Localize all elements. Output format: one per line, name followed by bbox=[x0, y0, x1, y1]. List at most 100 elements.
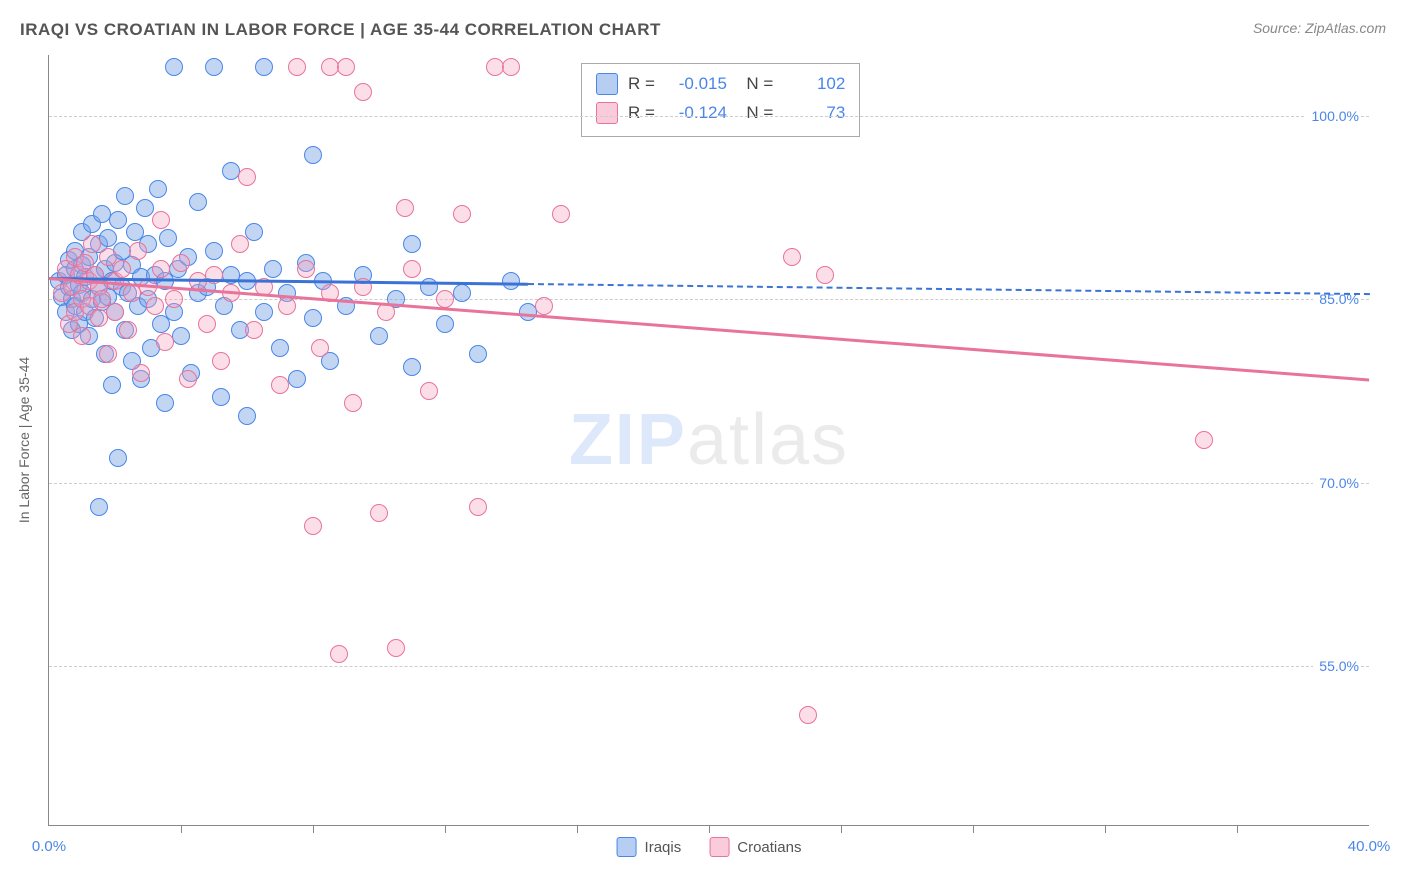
gridline bbox=[49, 299, 1369, 300]
data-point bbox=[271, 339, 289, 357]
data-point bbox=[519, 303, 537, 321]
legend-item: Iraqis bbox=[617, 837, 682, 857]
data-point bbox=[172, 254, 190, 272]
data-point bbox=[231, 235, 249, 253]
data-point bbox=[83, 235, 101, 253]
data-point bbox=[799, 706, 817, 724]
gridline bbox=[49, 483, 1369, 484]
chart-title: IRAQI VS CROATIAN IN LABOR FORCE | AGE 3… bbox=[20, 20, 661, 39]
x-tick bbox=[1237, 825, 1238, 833]
r-value: -0.015 bbox=[665, 70, 727, 99]
x-tick bbox=[1105, 825, 1106, 833]
data-point bbox=[212, 388, 230, 406]
data-point bbox=[222, 162, 240, 180]
data-point bbox=[212, 352, 230, 370]
stats-row: R =-0.124 N =73 bbox=[596, 99, 845, 128]
data-point bbox=[73, 327, 91, 345]
data-point bbox=[109, 449, 127, 467]
data-point bbox=[179, 370, 197, 388]
n-label: N = bbox=[737, 70, 773, 99]
data-point bbox=[552, 205, 570, 223]
data-point bbox=[90, 498, 108, 516]
data-point bbox=[304, 517, 322, 535]
gridline bbox=[49, 666, 1369, 667]
data-point bbox=[304, 309, 322, 327]
data-point bbox=[469, 345, 487, 363]
data-point bbox=[502, 58, 520, 76]
data-point bbox=[109, 211, 127, 229]
y-tick-label: 55.0% bbox=[1313, 658, 1359, 674]
data-point bbox=[453, 205, 471, 223]
data-point bbox=[278, 297, 296, 315]
data-point bbox=[132, 364, 150, 382]
data-point bbox=[344, 394, 362, 412]
legend-label: Iraqis bbox=[645, 839, 682, 856]
data-point bbox=[152, 211, 170, 229]
data-point bbox=[93, 205, 111, 223]
data-point bbox=[321, 58, 339, 76]
data-point bbox=[119, 321, 137, 339]
data-point bbox=[436, 315, 454, 333]
data-point bbox=[189, 193, 207, 211]
data-point bbox=[245, 321, 263, 339]
data-point bbox=[486, 58, 504, 76]
scatter-plot: ZIPatlas R =-0.015 N =102R =-0.124 N =73… bbox=[48, 55, 1369, 826]
data-point bbox=[420, 382, 438, 400]
data-point bbox=[156, 394, 174, 412]
legend-swatch bbox=[617, 837, 637, 857]
data-point bbox=[370, 327, 388, 345]
data-point bbox=[198, 315, 216, 333]
legend: IraqisCroatians bbox=[617, 837, 802, 857]
correlation-stats-box: R =-0.015 N =102R =-0.124 N =73 bbox=[581, 63, 860, 137]
data-point bbox=[205, 242, 223, 260]
y-axis-title: In Labor Force | Age 35-44 bbox=[16, 357, 32, 523]
data-point bbox=[129, 242, 147, 260]
legend-swatch bbox=[709, 837, 729, 857]
data-point bbox=[165, 58, 183, 76]
stats-row: R =-0.015 N =102 bbox=[596, 70, 845, 99]
data-point bbox=[238, 407, 256, 425]
data-point bbox=[396, 199, 414, 217]
source-label: Source: ZipAtlas.com bbox=[1253, 20, 1386, 36]
trend-line bbox=[527, 283, 1369, 295]
data-point bbox=[255, 58, 273, 76]
data-point bbox=[116, 187, 134, 205]
data-point bbox=[264, 260, 282, 278]
data-point bbox=[288, 370, 306, 388]
x-tick-label: 40.0% bbox=[1348, 838, 1391, 855]
data-point bbox=[255, 303, 273, 321]
data-point bbox=[146, 297, 164, 315]
data-point bbox=[403, 260, 421, 278]
x-tick bbox=[577, 825, 578, 833]
x-tick bbox=[973, 825, 974, 833]
data-point bbox=[103, 376, 121, 394]
data-point bbox=[311, 339, 329, 357]
x-tick bbox=[181, 825, 182, 833]
data-point bbox=[238, 168, 256, 186]
data-point bbox=[156, 333, 174, 351]
data-point bbox=[136, 199, 154, 217]
n-label: N = bbox=[737, 99, 773, 128]
data-point bbox=[165, 290, 183, 308]
x-tick bbox=[445, 825, 446, 833]
data-point bbox=[304, 146, 322, 164]
data-point bbox=[783, 248, 801, 266]
series-swatch bbox=[596, 102, 618, 124]
r-value: -0.124 bbox=[665, 99, 727, 128]
data-point bbox=[172, 327, 190, 345]
data-point bbox=[502, 272, 520, 290]
data-point bbox=[149, 180, 167, 198]
data-point bbox=[297, 260, 315, 278]
x-tick-label: 0.0% bbox=[32, 838, 66, 855]
data-point bbox=[370, 504, 388, 522]
y-tick-label: 70.0% bbox=[1313, 475, 1359, 491]
data-point bbox=[152, 260, 170, 278]
data-point bbox=[99, 345, 117, 363]
gridline bbox=[49, 116, 1369, 117]
data-point bbox=[159, 229, 177, 247]
n-value: 73 bbox=[783, 99, 845, 128]
data-point bbox=[1195, 431, 1213, 449]
data-point bbox=[403, 235, 421, 253]
n-value: 102 bbox=[783, 70, 845, 99]
series-swatch bbox=[596, 73, 618, 95]
